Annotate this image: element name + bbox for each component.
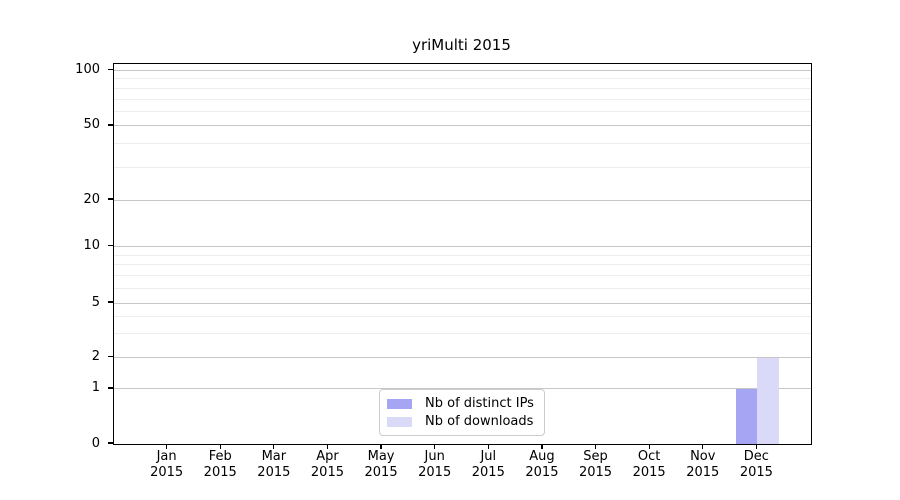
x-tick-label: Sep 2015 bbox=[566, 449, 626, 481]
gridline-minor bbox=[114, 166, 811, 168]
x-tick-year: 2015 bbox=[310, 465, 344, 480]
y-tick-label: 5 bbox=[91, 294, 100, 310]
x-tick-year: 2015 bbox=[471, 465, 505, 480]
y-tick-label: 20 bbox=[83, 191, 100, 207]
x-tick-month: Aug bbox=[529, 449, 555, 464]
gridline-major bbox=[114, 388, 811, 390]
x-tick-month: Mar bbox=[261, 449, 287, 464]
x-tick-mark bbox=[165, 444, 168, 449]
gridline-minor bbox=[114, 333, 811, 335]
y-tick-mark bbox=[108, 301, 113, 303]
x-tick-year: 2015 bbox=[632, 465, 666, 480]
x-tick-label: Apr 2015 bbox=[297, 449, 357, 481]
x-tick-year: 2015 bbox=[203, 465, 237, 480]
y-tick-mark bbox=[108, 244, 113, 247]
bar-nb-of-downloads bbox=[757, 357, 779, 444]
x-tick-mark bbox=[273, 444, 275, 449]
gridline-minor bbox=[114, 254, 811, 256]
x-tick-label: Dec 2015 bbox=[726, 449, 786, 481]
x-tick-year: 2015 bbox=[257, 465, 291, 480]
gridline-major bbox=[114, 199, 811, 201]
x-tick-year: 2015 bbox=[578, 465, 613, 480]
y-tick-mark bbox=[108, 124, 113, 126]
x-tick-year: 2015 bbox=[150, 465, 184, 480]
x-tick-year: 2015 bbox=[418, 465, 452, 480]
x-tick-mark bbox=[326, 444, 329, 449]
gridline-minor bbox=[114, 87, 811, 89]
x-tick-month: Dec bbox=[743, 449, 769, 464]
x-tick-label: Oct 2015 bbox=[619, 449, 679, 481]
x-tick-label: Feb 2015 bbox=[190, 449, 250, 481]
legend: Nb of distinct IPs Nb of downloads bbox=[379, 389, 545, 436]
legend-label: Nb of downloads bbox=[425, 414, 534, 429]
x-tick-month: Apr bbox=[316, 449, 339, 464]
y-tick-label: 50 bbox=[83, 117, 100, 133]
legend-entry: Nb of downloads bbox=[387, 413, 536, 430]
chart-title: yriMulti 2015 bbox=[412, 36, 511, 54]
gridline-major bbox=[114, 357, 811, 359]
legend-swatch bbox=[387, 416, 412, 427]
gridline-major bbox=[114, 245, 811, 247]
x-tick-mark bbox=[434, 444, 436, 449]
x-tick-mark bbox=[594, 444, 597, 449]
x-tick-year: 2015 bbox=[525, 465, 559, 480]
x-tick-month: Nov bbox=[690, 449, 716, 464]
x-tick-mark bbox=[755, 444, 758, 449]
x-tick-label: Jan 2015 bbox=[137, 449, 197, 481]
plot-area bbox=[113, 63, 812, 445]
x-tick-label: Jul 2015 bbox=[458, 449, 518, 481]
x-tick-month: Sep bbox=[583, 449, 608, 464]
x-tick-month: Jan bbox=[156, 449, 177, 464]
x-tick-label: Jun 2015 bbox=[405, 449, 465, 481]
x-tick-label: Mar 2015 bbox=[244, 449, 304, 481]
y-tick-mark bbox=[108, 387, 113, 389]
y-tick-mark bbox=[108, 198, 113, 200]
x-tick-month: May bbox=[367, 449, 395, 464]
x-tick-mark bbox=[487, 444, 489, 449]
x-tick-month: Jun bbox=[424, 449, 445, 464]
x-tick-label: Nov 2015 bbox=[673, 449, 733, 481]
y-tick-mark bbox=[108, 442, 113, 444]
x-tick-month: Jul bbox=[480, 449, 497, 464]
y-tick-mark bbox=[108, 356, 113, 358]
gridline-minor bbox=[114, 110, 811, 112]
gridline-minor bbox=[114, 143, 811, 145]
y-tick-label: 10 bbox=[83, 237, 100, 253]
legend-label: Nb of distinct IPs bbox=[425, 396, 534, 411]
x-tick-month: Feb bbox=[208, 449, 232, 464]
x-tick-label: May 2015 bbox=[351, 449, 411, 481]
x-tick-mark bbox=[702, 444, 704, 449]
x-tick-month: Oct bbox=[637, 449, 661, 464]
x-tick-mark bbox=[648, 444, 650, 449]
gridline-minor bbox=[114, 264, 811, 266]
x-tick-year: 2015 bbox=[739, 465, 773, 480]
gridline-minor bbox=[114, 287, 811, 289]
x-tick-label: Aug 2015 bbox=[512, 449, 572, 481]
x-tick-year: 2015 bbox=[686, 465, 720, 480]
gridline-minor bbox=[114, 275, 811, 277]
bar-nb-of-distinct-ips bbox=[735, 388, 758, 444]
y-tick-mark bbox=[108, 68, 113, 71]
legend-entry: Nb of distinct IPs bbox=[387, 395, 536, 412]
gridline-minor bbox=[114, 315, 811, 317]
y-tick-label: 2 bbox=[91, 349, 100, 365]
gridline-minor bbox=[114, 78, 811, 80]
x-tick-year: 2015 bbox=[364, 465, 398, 480]
x-tick-mark bbox=[380, 444, 382, 449]
gridline-major bbox=[114, 125, 811, 127]
x-tick-mark bbox=[219, 444, 221, 449]
gridline-minor bbox=[114, 98, 811, 100]
legend-swatch bbox=[387, 398, 412, 409]
y-tick-label: 1 bbox=[91, 380, 100, 396]
gridline-major bbox=[114, 69, 811, 71]
y-tick-label: 100 bbox=[75, 61, 100, 77]
y-tick-label: 0 bbox=[91, 435, 100, 451]
gridline-major bbox=[114, 302, 811, 304]
x-tick-mark bbox=[541, 444, 543, 449]
